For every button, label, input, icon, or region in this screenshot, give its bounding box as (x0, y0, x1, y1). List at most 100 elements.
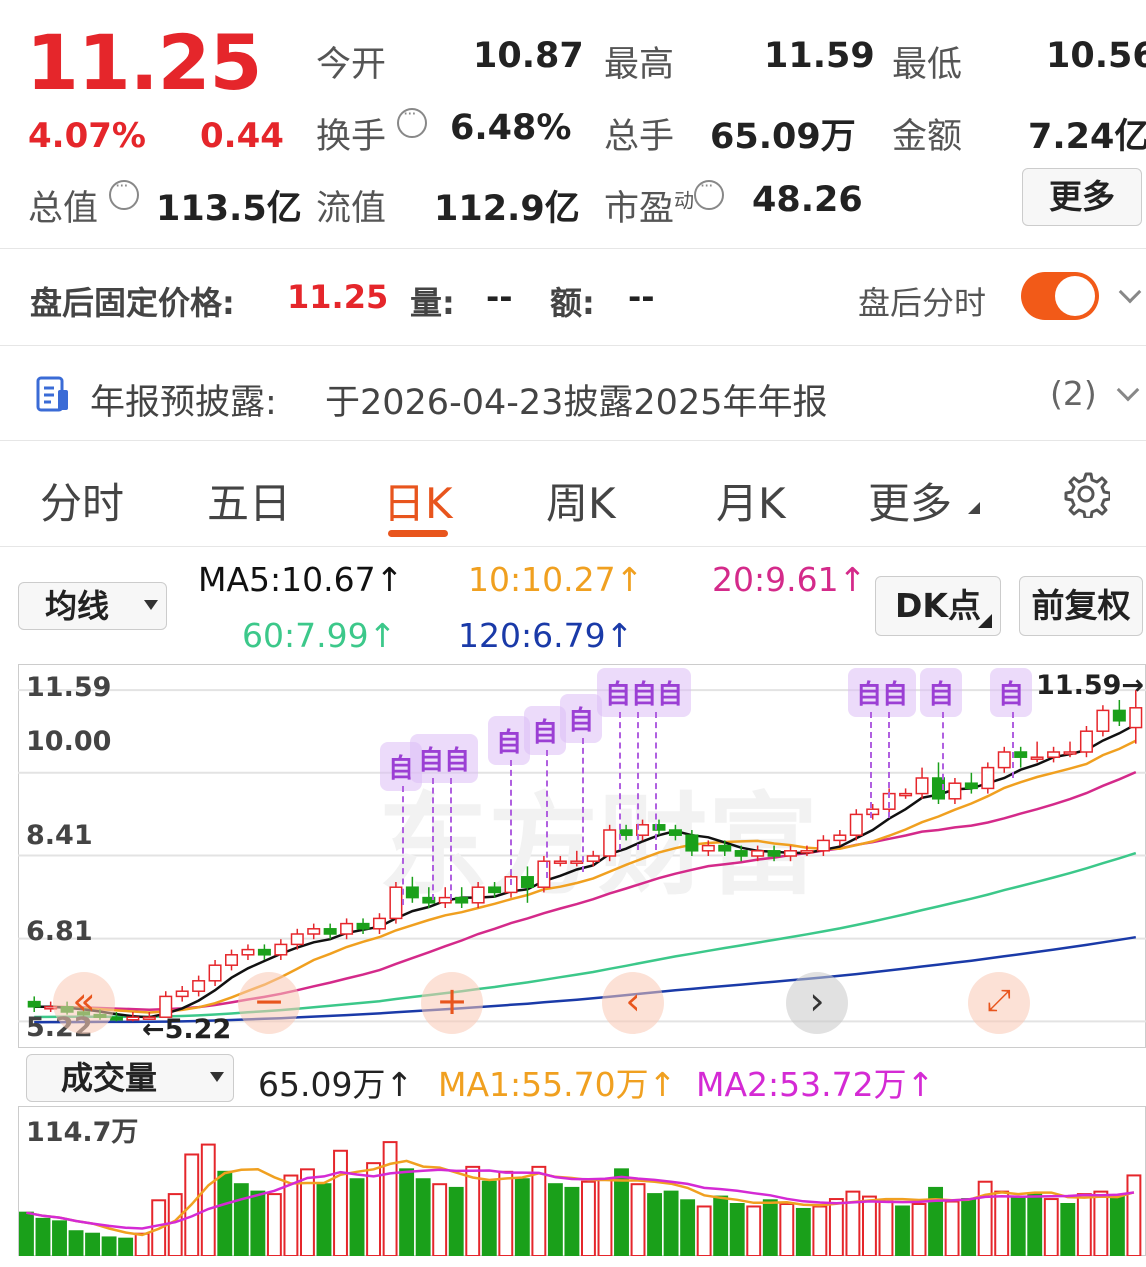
dk-point-button[interactable]: DK点 (875, 576, 1001, 636)
tab-weekly-k[interactable]: 周K (546, 479, 616, 528)
chevron-down-icon[interactable] (1116, 378, 1140, 402)
badge-leader-line (870, 712, 872, 818)
volume-bar (1076, 1193, 1092, 1256)
rewind-icon[interactable]: « (53, 972, 115, 1034)
volume-bar (448, 1186, 464, 1256)
more-button[interactable]: 更多 (1022, 168, 1142, 226)
candle-body (553, 860, 567, 864)
gear-icon[interactable] (1062, 470, 1112, 522)
candle-body (833, 834, 847, 842)
volume-bar (266, 1193, 282, 1256)
tab-minute[interactable]: 分时 (40, 479, 125, 528)
volume-selector[interactable]: 成交量 (26, 1054, 234, 1102)
self-select-badge[interactable]: 自 (920, 668, 963, 717)
candle-body (1129, 707, 1143, 729)
volume-bar (547, 1183, 563, 1256)
y-label-3: 8.41 (26, 820, 93, 851)
volume-bar (1010, 1195, 1026, 1256)
after-hours-vol-label: 量: (410, 284, 455, 322)
turnover-label-text: 换手 (316, 117, 387, 157)
volume-bar (762, 1199, 778, 1256)
ma60-value: 60:7.99↑ (242, 616, 397, 655)
self-select-badge[interactable]: 自自 (848, 668, 917, 717)
tab-daily-k[interactable]: 日K (383, 479, 453, 528)
ma120-line (34, 935, 1136, 1024)
tab-five-day[interactable]: 五日 (207, 479, 292, 528)
volume-bar (415, 1178, 431, 1256)
badge-leader-line (1012, 712, 1014, 778)
candle-body (816, 839, 830, 852)
document-icon (36, 376, 70, 416)
candle-body (290, 933, 304, 946)
turnover-label: 换手 (316, 104, 428, 159)
notice-count[interactable]: (2) (1050, 374, 1097, 413)
candle-body (208, 964, 222, 982)
self-select-badge[interactable]: 自 (524, 706, 567, 755)
notice-text[interactable]: 于2026-04-23披露2025年年报 (325, 383, 828, 423)
volume-bar (746, 1205, 762, 1256)
adjust-button[interactable]: 前复权 (1019, 576, 1143, 636)
zoom-in-icon[interactable]: + (421, 972, 483, 1034)
high-label: 最高 (604, 45, 675, 85)
mktcap-label: 总值 (28, 176, 140, 231)
candle-body (225, 954, 239, 966)
info-icon[interactable] (109, 176, 140, 210)
volume-bar (680, 1199, 696, 1256)
candle-body (849, 813, 863, 836)
prev-icon[interactable]: ‹ (602, 972, 664, 1034)
volume-bar (35, 1217, 51, 1256)
y-label-max: 11.59 (26, 672, 112, 703)
tab-more[interactable]: 更多 (868, 479, 953, 528)
volume-ma1: MA1:55.70万↑ (438, 1065, 677, 1104)
volume-chart[interactable] (18, 1106, 1146, 1256)
volume-bar (85, 1232, 101, 1256)
volume-bar (729, 1203, 745, 1256)
candle-body (1014, 751, 1028, 758)
candle-body (274, 943, 288, 956)
candle-body (389, 886, 403, 920)
candle-body (652, 824, 666, 831)
candle-body (356, 922, 370, 930)
self-select-badge[interactable]: 自 (560, 694, 603, 743)
candle-body (964, 782, 978, 790)
candle-body (109, 1016, 123, 1021)
after-hours-toggle[interactable] (1021, 272, 1099, 320)
candle-body (1079, 730, 1093, 753)
badge-leader-line (637, 712, 639, 850)
candle-body (257, 948, 271, 956)
dk-point-label: DK点 (895, 586, 981, 625)
candle-body (471, 886, 485, 904)
next-icon[interactable]: › (786, 972, 848, 1034)
float-value: 112.9亿 (434, 189, 580, 229)
volume-bar (795, 1207, 811, 1256)
ma-selector[interactable]: 均线 (18, 582, 167, 630)
self-select-badge[interactable]: 自自自 (597, 668, 692, 717)
self-select-badge[interactable]: 自 (990, 668, 1033, 717)
volume-bar (349, 1178, 365, 1256)
volume-bar (68, 1230, 84, 1256)
zoom-out-icon[interactable]: − (238, 972, 300, 1034)
info-icon[interactable] (694, 176, 725, 210)
candle-body (323, 928, 337, 935)
volume-bar (895, 1205, 910, 1256)
tab-monthly-k[interactable]: 月K (716, 479, 786, 528)
volume-bar (713, 1195, 729, 1256)
candle-body (1030, 756, 1044, 760)
chevron-down-icon[interactable] (1118, 280, 1142, 304)
volume-bar (531, 1165, 547, 1256)
volume-bar (481, 1180, 497, 1256)
self-select-badge[interactable]: 自 (488, 716, 531, 765)
float-label: 流值 (316, 189, 387, 229)
candle-body (405, 886, 419, 899)
caret-down-icon (210, 1072, 224, 1082)
badge-leader-line (619, 712, 621, 850)
volume-bar (514, 1178, 530, 1256)
candle-body (784, 850, 798, 857)
volume-bar (1060, 1203, 1076, 1256)
low-label: 最低 (892, 45, 963, 85)
ma5-value: MA5:10.67↑ (198, 560, 404, 599)
self-select-badge[interactable]: 自自 (410, 734, 479, 783)
expand-icon[interactable]: ⤢ (968, 972, 1030, 1034)
info-icon[interactable] (397, 104, 428, 138)
volume-max-label: 114.7万 (26, 1117, 139, 1148)
